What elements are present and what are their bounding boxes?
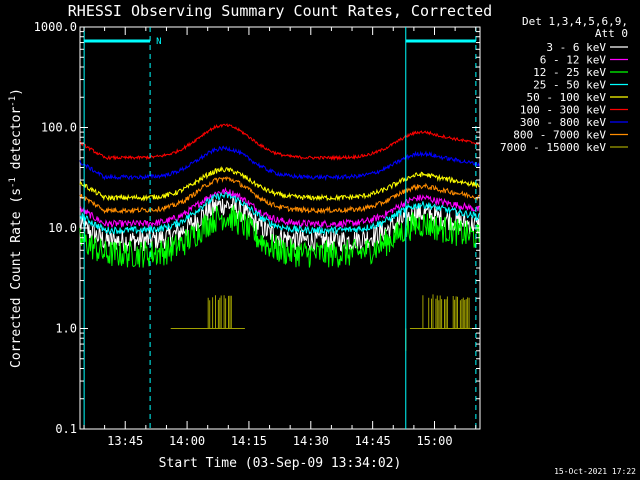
y-label-mid: detector [9,107,24,178]
series-0 [79,196,480,252]
legend-label: 3 - 6 keV [546,41,606,54]
series-line [79,123,480,161]
legend-attenuator: Att 0 [595,27,628,40]
legend-label: 300 - 800 keV [520,116,606,129]
x-tick-label: 13:45 [107,434,143,448]
series-line [79,145,480,182]
x-axis-label: Start Time (03-Sep-09 13:34:02) [159,456,402,471]
chart-title: RHESSI Observing Summary Count Rates, Co… [68,2,492,20]
legend-label: 25 - 50 keV [533,79,606,92]
y-tick-label: 1000.0 [34,20,77,34]
y-tick-label: 100.0 [41,121,77,135]
night-marker: N [156,37,161,47]
x-tick-label: 14:45 [355,434,391,448]
series-8 [170,294,476,351]
series-6 [79,145,480,182]
series-7 [79,176,480,215]
y-tick-label: 1.0 [55,322,77,336]
series-2 [79,205,480,268]
y-axis-label: Corrected Count Rate (s-1 detector-1) [8,88,24,368]
series-layer [79,123,480,351]
x-tick-label: 14:30 [293,434,329,448]
y-tick-label: 0.1 [55,422,77,436]
y-label-sup1: -1 [8,177,18,188]
series-line [79,191,480,236]
x-tick-label: 15:00 [416,434,452,448]
legend-label: 12 - 25 keV [533,66,606,79]
series-line [79,176,480,215]
x-axis: 13:45 14:00 14:15 14:30 14:45 15:00 [83,27,477,448]
y-axis: 0.1 1.0 10.0 100.0 1000.0 [34,20,480,436]
series-5 [79,123,480,161]
legend-label: 6 - 12 keV [540,54,607,67]
legend-label: 800 - 7000 keV [513,129,606,142]
x-tick-label: 14:15 [231,434,267,448]
series-line [79,205,480,268]
series-line [79,186,480,229]
series-1 [79,186,480,229]
y-tick-label: 10.0 [48,221,77,235]
legend-label: 7000 - 15000 keV [500,141,606,154]
series-line [79,196,480,252]
legend-detectors: Det 1,3,4,5,6,9, [522,15,628,28]
legend-label: 100 - 300 keV [520,104,606,117]
series-3 [79,191,480,236]
y-label-end: ) [9,88,24,96]
series-line [170,294,476,351]
series-line [79,166,480,202]
y-label-sup2: -1 [8,96,18,107]
x-tick-label: 14:00 [169,434,205,448]
timestamp: 15-Oct-2021 17:22 [554,467,636,476]
series-4 [79,166,480,202]
legend-label: 50 - 100 keV [527,91,607,104]
y-label-main: Corrected Count Rate (s [9,188,24,368]
